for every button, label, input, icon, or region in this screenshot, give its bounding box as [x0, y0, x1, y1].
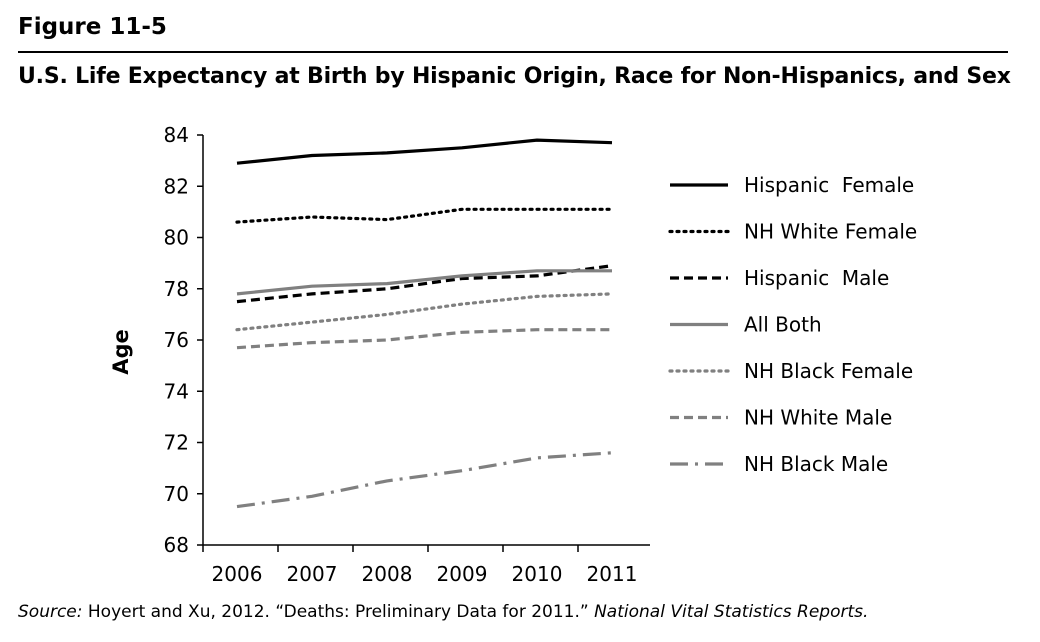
y-tick-label: 72: [164, 431, 189, 455]
title-rule: [18, 51, 1008, 53]
x-tick-label: 2010: [512, 562, 563, 586]
legend-label: Hispanic Male: [744, 266, 889, 290]
series-line-3: [236, 264, 613, 304]
axes: 68 70 72 74 76 78 80 82 84 2006 2007 2008 2009 2010 20…: [109, 123, 650, 586]
series-line-5: [235, 292, 614, 332]
y-axis-label: Age: [109, 329, 133, 375]
y-tick-label: 78: [164, 277, 189, 301]
y-tick-label: 76: [164, 328, 189, 352]
series-line-4: [236, 269, 612, 296]
y-tick-label: 82: [164, 174, 189, 198]
y-tick-label: 68: [164, 533, 189, 557]
y-tick-label: 80: [164, 226, 189, 250]
legend-label: All Both: [744, 313, 822, 337]
life-expectancy-chart: 68 70 72 74 76 78 80 82 84 2006 2007 2008 2009 2010 20…: [109, 123, 917, 586]
legend-label: NH White Male: [744, 406, 892, 430]
y-tick-label: 74: [164, 379, 189, 403]
y-tick-label: 84: [164, 123, 189, 147]
legend-label: Hispanic Female: [744, 173, 914, 197]
legend-label: NH White Female: [744, 220, 917, 244]
legend: Hispanic Female NH White Female Hispanic M…: [668, 173, 917, 476]
series-line-2: [235, 207, 614, 224]
series-lines: [235, 138, 614, 509]
source-publication: National Vital Statistics Reports.: [594, 602, 869, 622]
legend-label: NH Black Female: [744, 359, 913, 383]
source-note: Source: Hoyert and Xu, 2012. “Deaths: Pr…: [18, 602, 868, 622]
series-line-6: [236, 328, 612, 350]
chart-title: U.S. Life Expectancy at Birth by Hispani…: [18, 64, 1011, 89]
x-tick-label: 2009: [437, 562, 488, 586]
series-line-7: [236, 451, 613, 509]
y-tick-label: 70: [164, 482, 189, 506]
figure-label: Figure 11-5: [18, 14, 167, 40]
legend-label: NH Black Male: [744, 452, 888, 476]
x-tick-label: 2006: [212, 562, 263, 586]
series-line-1: [236, 138, 613, 165]
source-text: Hoyert and Xu, 2012. “Deaths: Preliminar…: [82, 602, 595, 622]
x-tick-label: 2007: [287, 562, 338, 586]
x-tick-label: 2011: [587, 562, 638, 586]
x-tick-label: 2008: [362, 562, 413, 586]
source-prefix: Source:: [18, 602, 83, 622]
